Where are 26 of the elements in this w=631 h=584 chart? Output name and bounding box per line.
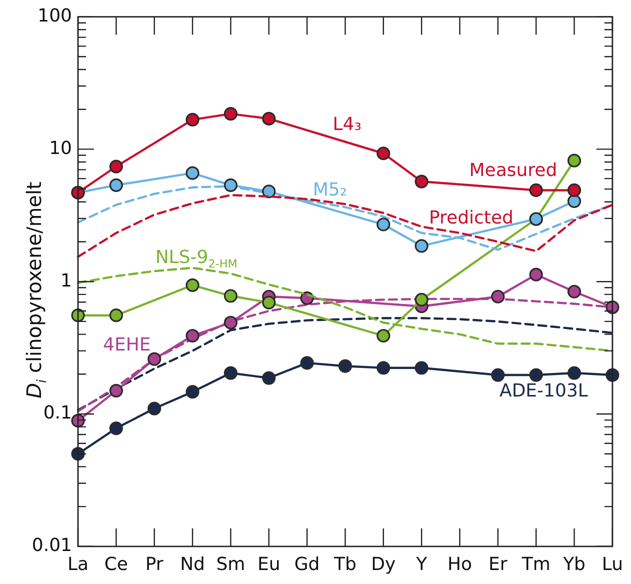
x-tick-label: Dy xyxy=(371,554,396,575)
annotation: Predicted xyxy=(428,207,514,228)
x-tick-label: Pr xyxy=(145,554,164,575)
x-tick-label: La xyxy=(67,554,89,575)
x-tick-label: Ce xyxy=(104,554,128,575)
y-tick-label: 100 xyxy=(38,5,72,26)
y-tick-label: 10 xyxy=(49,138,72,159)
series-label: 4EHE xyxy=(102,334,151,356)
series-label: L4₃ xyxy=(332,114,362,136)
x-tick-label: Yb xyxy=(562,554,586,575)
series-label: M5₂ xyxy=(312,180,348,201)
x-tick-label: Nd xyxy=(180,554,205,575)
x-tick-label: Eu xyxy=(257,554,280,575)
x-tick-label: Sm xyxy=(216,554,246,575)
y-tick-label: 1 xyxy=(60,270,72,292)
x-tick-label: Lu xyxy=(602,554,623,575)
y-tick-label: 0.01 xyxy=(32,535,72,556)
x-tick-label: Er xyxy=(488,554,508,575)
y-tick-label: 0.1 xyxy=(43,402,72,424)
annotation: Measured xyxy=(469,160,558,182)
x-tick-label: Tb xyxy=(333,554,356,575)
x-tick-label: Tm xyxy=(520,554,550,575)
series-label: ADE-103L xyxy=(500,380,588,402)
x-tick-label: Gd xyxy=(294,554,320,575)
x-tick-label: Ho xyxy=(447,554,472,575)
x-tick-label: Y xyxy=(415,554,428,575)
